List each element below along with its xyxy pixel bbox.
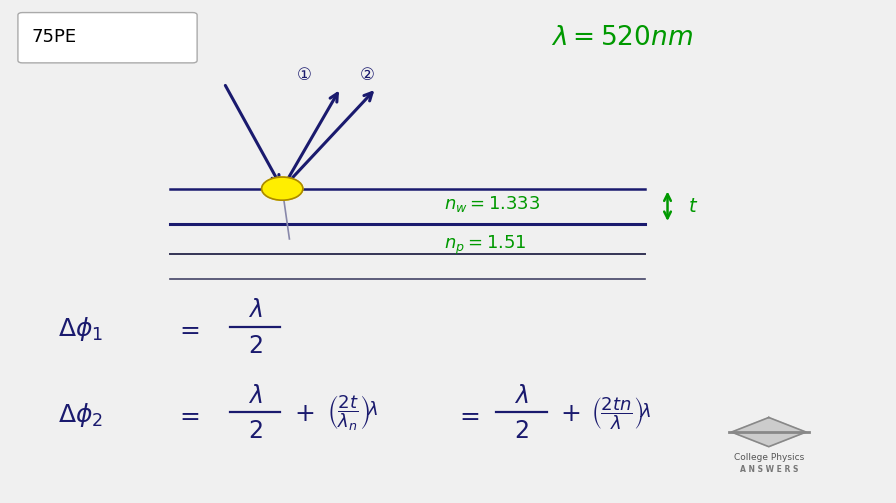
Text: $t$: $t$ [688,197,698,216]
Text: $=$: $=$ [175,403,200,427]
Polygon shape [731,417,806,447]
Circle shape [262,177,303,200]
Text: $\lambda = 520nm$: $\lambda = 520nm$ [551,25,694,51]
Text: $\lambda$: $\lambda$ [248,298,263,322]
Text: $2$: $2$ [248,419,263,443]
Text: $=$: $=$ [175,317,200,342]
Text: 75PE: 75PE [31,28,76,46]
Text: ②: ② [360,66,375,85]
Text: $\Delta\phi_2$: $\Delta\phi_2$ [58,401,103,429]
Text: $2$: $2$ [514,419,529,443]
Text: $2$: $2$ [248,333,263,358]
Text: $\left(\dfrac{2tn}{\lambda}\right)\!\lambda$: $\left(\dfrac{2tn}{\lambda}\right)\!\lam… [591,395,651,432]
Text: $+$: $+$ [294,402,314,426]
Text: $n_w = 1.333$: $n_w = 1.333$ [444,194,540,214]
Text: $\Delta\phi_1$: $\Delta\phi_1$ [58,315,103,344]
FancyBboxPatch shape [18,13,197,63]
Text: $+$: $+$ [560,402,581,426]
Text: $\lambda$: $\lambda$ [248,384,263,408]
Text: A N S W E R S: A N S W E R S [739,465,798,474]
Text: $\left(\dfrac{2t}{\lambda_n}\right)\!\lambda$: $\left(\dfrac{2t}{\lambda_n}\right)\!\la… [327,394,378,433]
Text: College Physics: College Physics [734,453,804,462]
Text: $=$: $=$ [455,403,480,427]
Text: ①: ① [297,66,312,85]
Text: $\lambda$: $\lambda$ [514,384,529,408]
Text: $n_p = 1.51$: $n_p = 1.51$ [444,233,526,257]
